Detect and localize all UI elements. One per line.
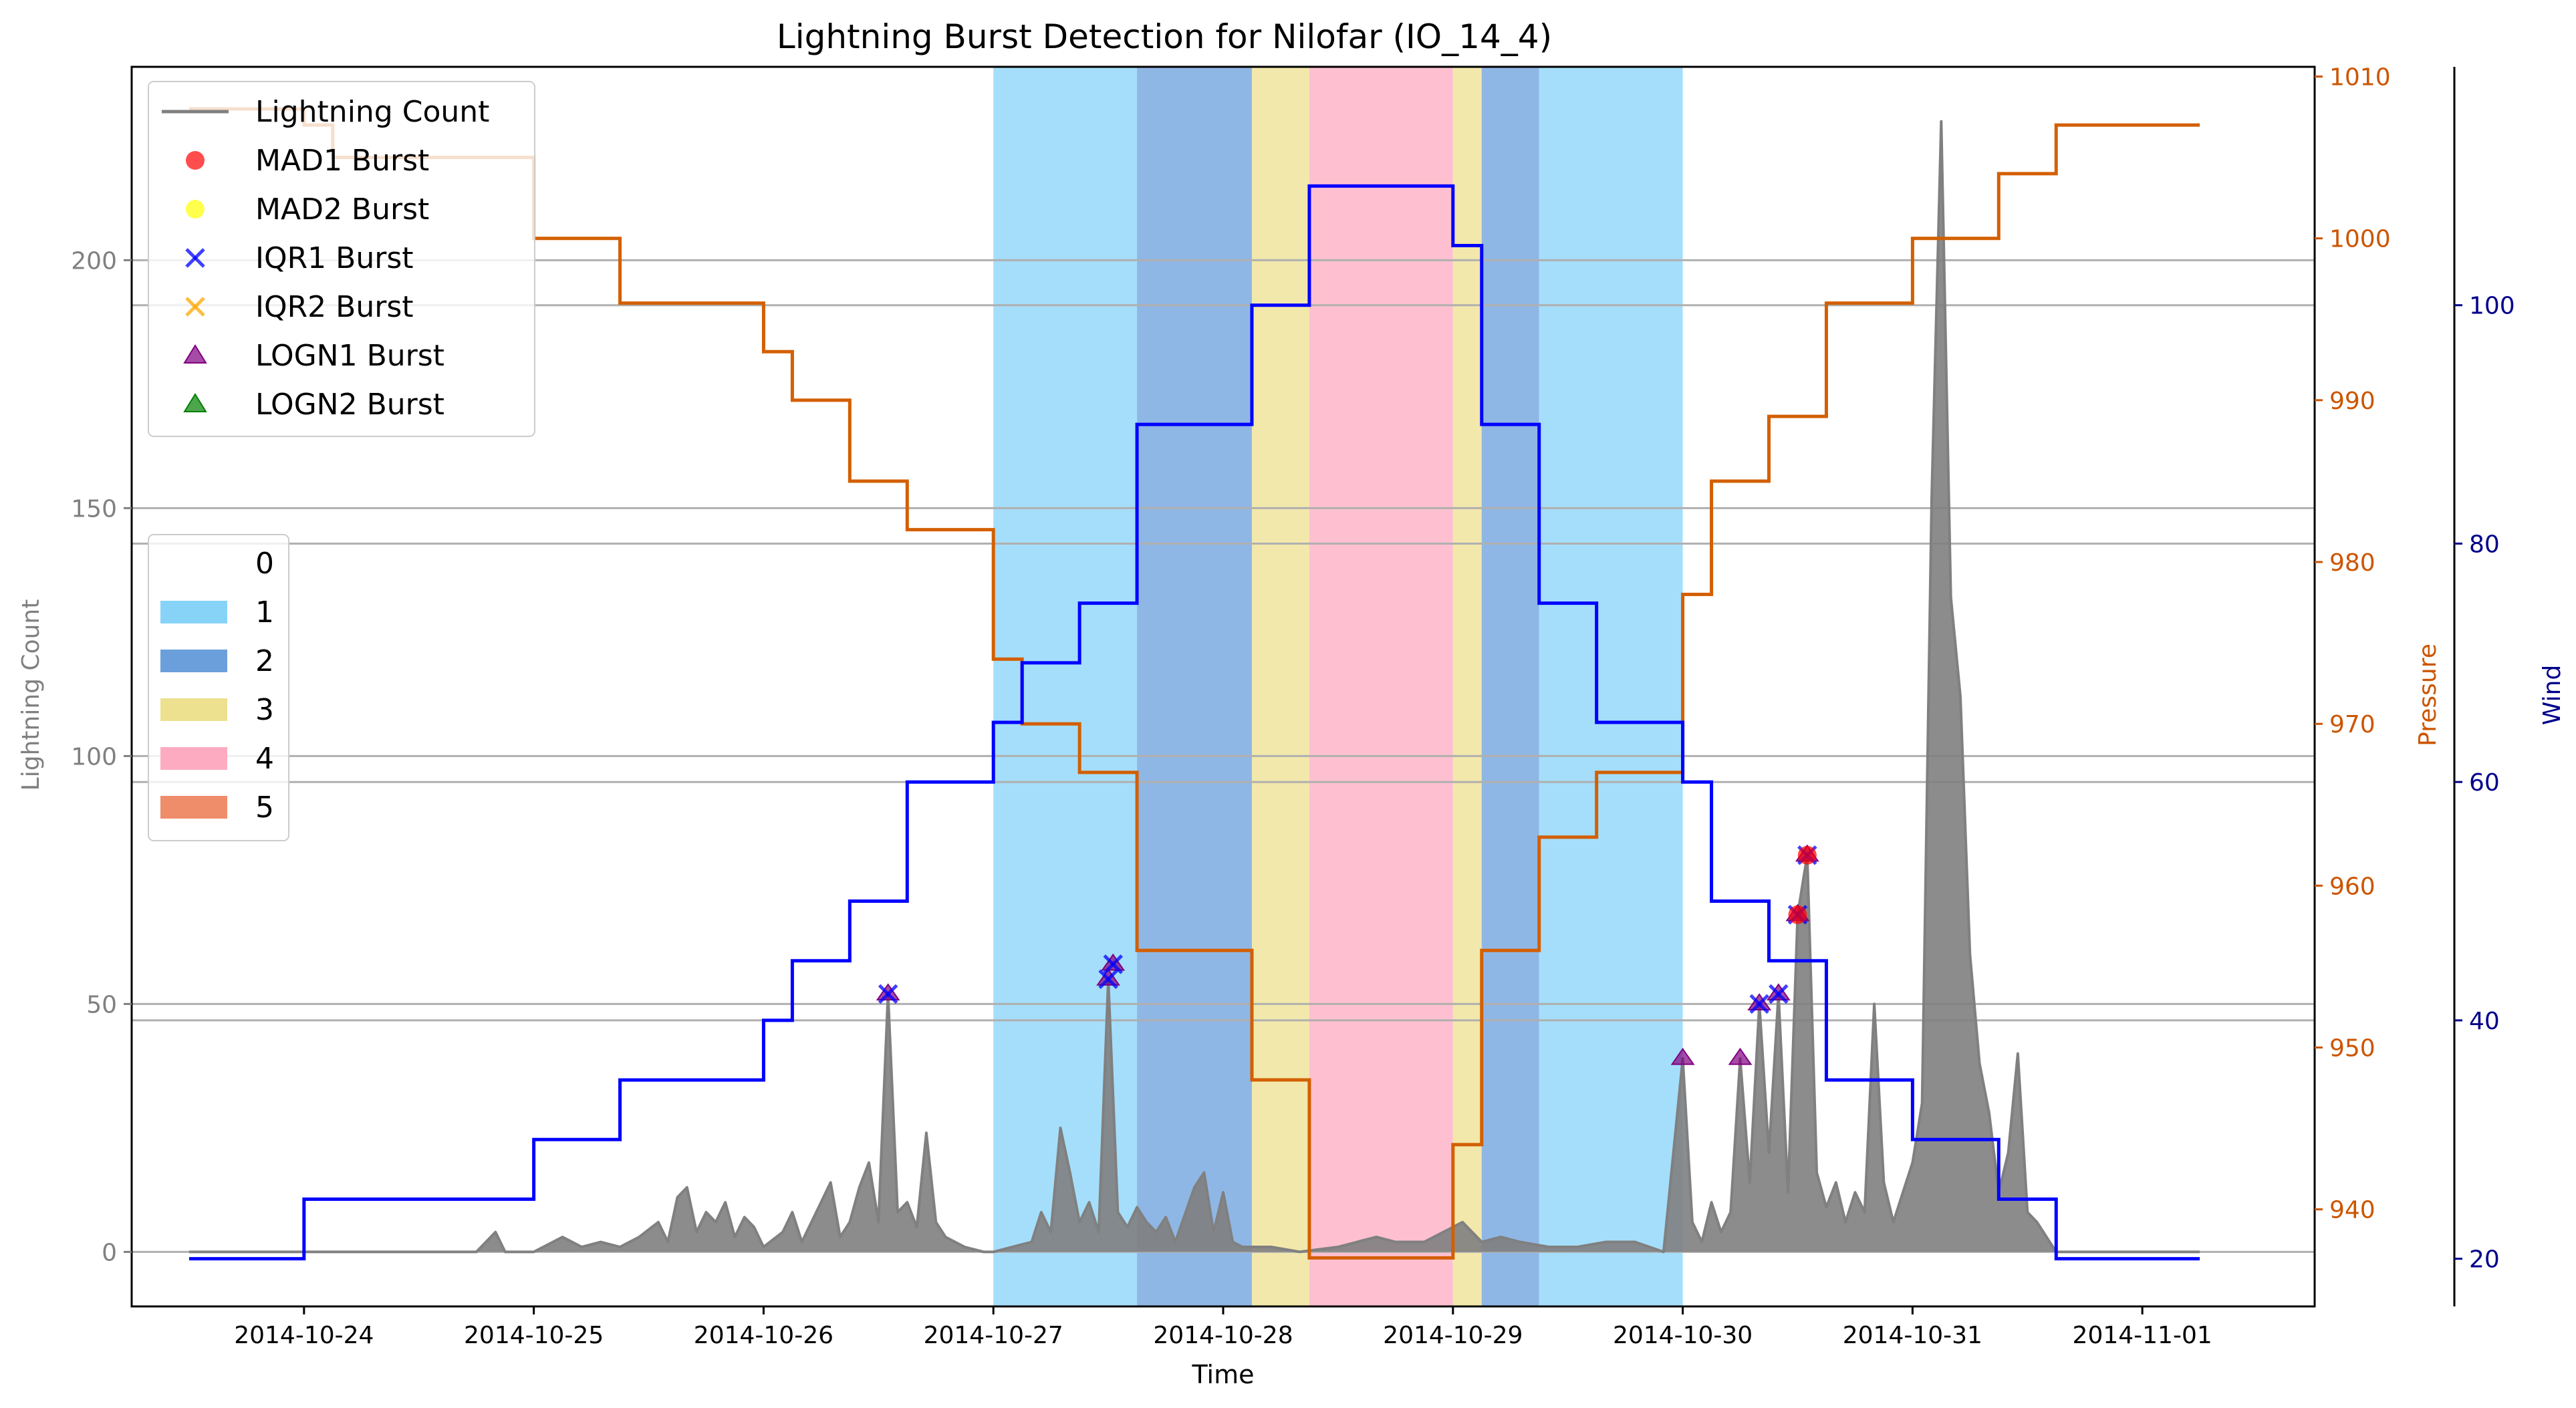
chart-title: Lightning Burst Detection for Nilofar (I… [777, 17, 1552, 56]
category-legend-swatch-2 [160, 650, 227, 672]
x-tick-label-3: 2014-10-27 [924, 1322, 1063, 1349]
iqr1-marker-2-b [1103, 954, 1124, 974]
x-axis-label: Time [1192, 1360, 1255, 1389]
category-band-0 [993, 67, 1138, 1306]
category-legend-swatch-0 [160, 552, 227, 575]
series-legend-label-0: Lightning Count [255, 95, 489, 129]
burst-markers [876, 844, 1819, 1065]
y-tick-label-0: 0 [102, 1239, 117, 1266]
y-tick-label-3: 150 [71, 495, 117, 523]
iqr1-marker-1 [1098, 969, 1118, 990]
y2-tick-label-3: 970 [2329, 711, 2375, 738]
logn1-marker-3 [1670, 1047, 1695, 1065]
x-tick-label-1: 2014-10-25 [464, 1322, 604, 1349]
y2-tick-label-4: 980 [2329, 549, 2375, 577]
y2-tick-label-2: 960 [2329, 873, 2375, 900]
y2-tick-label-6: 1000 [2329, 226, 2391, 253]
category-band-3 [1309, 67, 1453, 1306]
y2-tick-label-5: 990 [2329, 388, 2375, 415]
series-legend-swatch-5 [183, 344, 207, 364]
x-tick-label-5: 2014-10-29 [1383, 1322, 1523, 1349]
series-legend-swatch-3-b [185, 248, 205, 268]
x-tick-label-7: 2014-10-31 [1843, 1322, 1982, 1349]
x-tick-label-2: 2014-10-26 [694, 1322, 833, 1349]
iqr1-marker-0 [878, 984, 898, 1004]
category-legend-swatch-3 [160, 698, 227, 721]
series-legend-swatch-3 [185, 248, 205, 268]
y-tick-label-1: 50 [86, 991, 117, 1018]
category-legend-swatch-4 [160, 747, 227, 770]
series-legend-swatch-4-b [185, 297, 205, 317]
series-legend-label-1: MAD1 Burst [255, 144, 429, 178]
category-legend-label-1: 1 [255, 595, 274, 629]
series-legend-label-4: IQR2 Burst [255, 290, 414, 324]
category-bands [993, 67, 1683, 1306]
series-legend-swatch-1 [186, 151, 205, 170]
category-legend-label-5: 5 [255, 791, 274, 825]
category-legend-label-4: 4 [255, 742, 274, 776]
category-band-4 [1452, 67, 1482, 1306]
mad1-marker-0 [1788, 905, 1807, 924]
y3-tick-label-3: 80 [2469, 531, 2500, 558]
series-legend-label-2: MAD2 Burst [255, 192, 429, 227]
y3-tick-label-1: 40 [2469, 1008, 2500, 1035]
lightning-line [188, 120, 2200, 1254]
y2-tick-label-7: 1010 [2329, 64, 2391, 92]
series-legend-label-3: IQR1 Burst [255, 241, 414, 275]
series-legend-swatch-6 [183, 393, 207, 412]
iqr1-marker-0-b [878, 984, 898, 1004]
axes: 2014-10-24 2014-10-25 2014-10-26 2014-10-27… [71, 64, 2515, 1349]
series-legend-label-6: LOGN2 Burst [255, 388, 444, 422]
iqr1-marker-3-b [1749, 994, 1769, 1014]
pressure-axis-label: Pressure [2414, 644, 2442, 746]
mad1-marker-1 [1797, 845, 1817, 865]
x-tick-label-0: 2014-10-24 [234, 1322, 374, 1349]
category-legend-label-0: 0 [255, 547, 274, 581]
pressure-line [188, 107, 2200, 1260]
category-legend: 0 1 2 3 4 5 [148, 534, 289, 841]
category-legend-swatch-5 [160, 796, 227, 819]
y-axis-label: Lightning Count [17, 599, 45, 791]
category-legend-label-3: 3 [255, 693, 274, 727]
category-legend-swatch-1 [160, 601, 227, 623]
wind-line [188, 184, 2200, 1261]
x-tick-label-8: 2014-11-01 [2073, 1322, 2212, 1349]
series-legend-swatch-4 [185, 297, 205, 317]
y3-tick-label-4: 100 [2469, 293, 2515, 320]
category-band-2 [1251, 67, 1309, 1306]
iqr1-marker-4 [1769, 984, 1789, 1004]
iqr1-marker-3 [1749, 994, 1769, 1014]
series-legend-box [148, 81, 535, 437]
series-legend-label-5: LOGN1 Burst [255, 339, 444, 373]
category-band-5 [1481, 67, 1539, 1306]
iqr1-marker-2 [1103, 954, 1124, 974]
category-band-1 [1137, 67, 1252, 1306]
y-tick-label-4: 200 [71, 247, 117, 275]
category-band-6 [1539, 67, 1683, 1306]
x-tick-label-6: 2014-10-30 [1613, 1322, 1753, 1349]
lightning-series [188, 120, 2200, 1254]
y2-tick-label-0: 940 [2329, 1197, 2375, 1224]
category-legend-label-2: 2 [255, 644, 274, 678]
iqr1-marker-4-b [1769, 984, 1789, 1004]
wind-axis-label: Wind [2539, 665, 2566, 725]
x-tick-label-4: 2014-10-28 [1153, 1322, 1293, 1349]
y3-tick-label-0: 20 [2469, 1246, 2500, 1274]
y-tick-label-2: 100 [71, 743, 117, 770]
series-legend: Lightning Count MAD1 Burst MAD2 Burst IQR1 … [148, 81, 535, 437]
logn1-marker-4 [1728, 1047, 1753, 1065]
iqr1-marker-1-b [1098, 969, 1118, 990]
series-legend-swatch-2 [186, 200, 205, 219]
wind-series [188, 184, 2200, 1261]
pressure-series [188, 107, 2200, 1260]
y3-tick-label-2: 60 [2469, 769, 2500, 797]
y2-tick-label-1: 950 [2329, 1035, 2375, 1063]
